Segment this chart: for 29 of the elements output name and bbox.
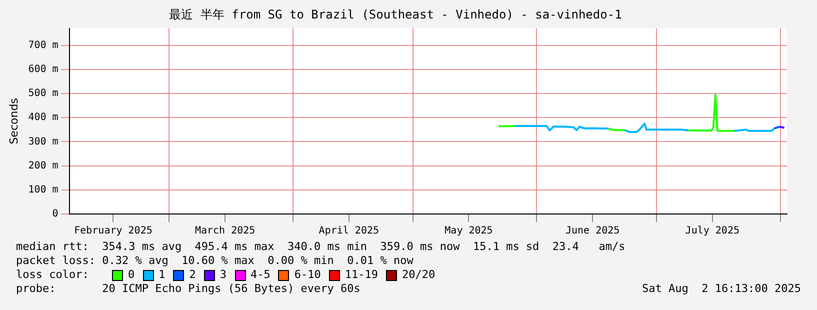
text: median rtt: 354.3 ms avg 495.4 ms max 340.0 ms min 359.0 ms now 15.1 ms sd 23.4 am/s xyxy=(16,240,626,254)
y-tick-label: 100 m xyxy=(28,184,58,196)
legend-label: 0 xyxy=(127,268,135,282)
x-tick-label: March 2025 xyxy=(194,226,256,237)
chart-title: 最近 半年 from SG to Brazil (Southeast - Vinhedo) - sa-vinhedo-1 xyxy=(169,7,622,22)
y-tick-label: 300 m xyxy=(28,136,58,148)
text: packet loss: 0.32 % avg 10.60 % max 0.00 % min 0.01 % now xyxy=(16,254,414,268)
text: Sat Aug 2 16:13:00 2025 xyxy=(642,282,801,296)
x-tick-label: February 2025 xyxy=(74,226,152,237)
text: probe: 20 ICMP Echo Pings (56 Bytes) every 60s xyxy=(16,282,360,296)
legend-label: 4-5 xyxy=(250,268,270,282)
y-tick-label: 700 m xyxy=(28,40,58,51)
legend-title: loss color: xyxy=(16,268,90,282)
legend-label: 20/20 xyxy=(401,268,436,282)
y-tick-label: 0 xyxy=(52,208,58,220)
y-tick-label: 600 m xyxy=(28,64,58,75)
legend-label: 2 xyxy=(188,268,196,282)
y-axis-title: Seconds xyxy=(7,98,20,144)
x-tick-label: July 2025 xyxy=(685,226,740,237)
legend-label: 6-10 xyxy=(293,268,321,282)
y-tick-label: 400 m xyxy=(28,112,58,124)
y-tick-label: 500 m xyxy=(28,88,58,100)
y-tick-label: 200 m xyxy=(28,160,58,172)
legend-label: 3 xyxy=(218,268,226,282)
x-tick-label: May 2025 xyxy=(444,226,493,237)
legend-label: 1 xyxy=(158,268,166,282)
legend-label: 11-19 xyxy=(344,268,378,282)
x-tick-label: April 2025 xyxy=(318,226,380,237)
x-tick-label: June 2025 xyxy=(565,226,620,237)
